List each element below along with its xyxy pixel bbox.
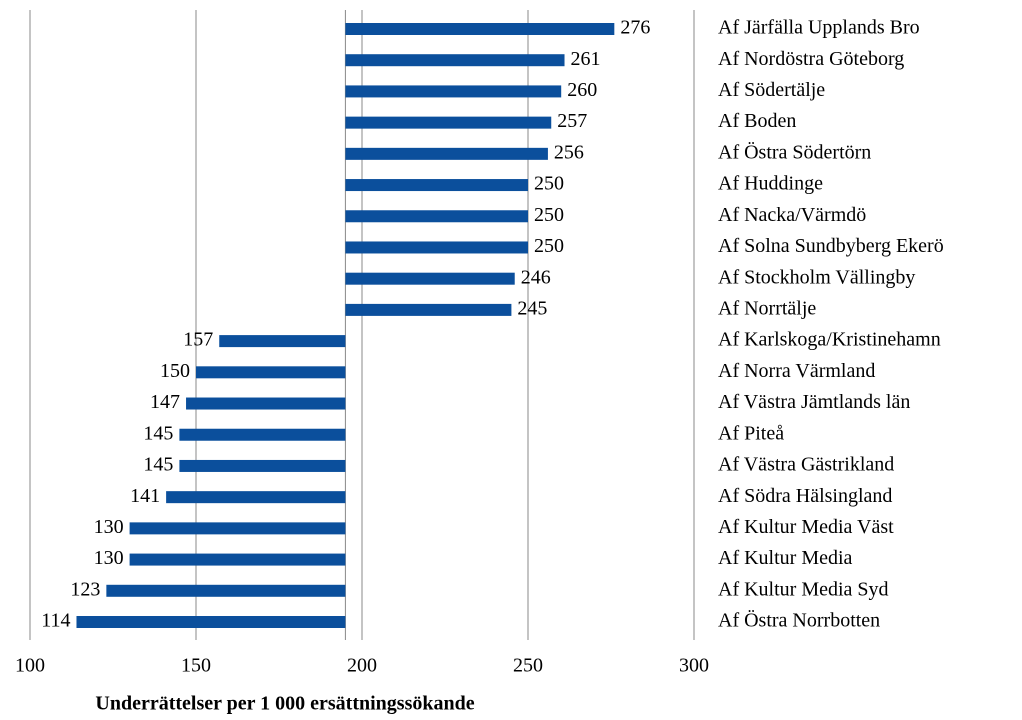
value-label: 145	[143, 422, 173, 444]
x-tick-label: 300	[679, 655, 709, 677]
y-tick-label: Af Järfälla Upplands Bro	[718, 17, 920, 39]
bar	[345, 54, 565, 67]
y-tick-label: Af Västra Gästrikland	[718, 454, 894, 476]
x-tick-label: 200	[347, 655, 377, 677]
value-label: 250	[534, 204, 564, 226]
y-tick-label: Af Nordöstra Göteborg	[718, 48, 904, 70]
bar	[345, 147, 548, 160]
y-tick-label: Af Karlskoga/Kristinehamn	[718, 329, 941, 351]
y-tick-label: Af Boden	[718, 110, 796, 132]
value-label: 114	[41, 610, 70, 632]
value-label: 150	[160, 360, 190, 382]
bar	[345, 303, 512, 316]
value-label: 256	[554, 141, 584, 163]
y-tick-label: Af Södertälje	[718, 79, 825, 101]
value-label: 147	[150, 391, 180, 413]
y-tick-label: Af Östra Södertörn	[718, 140, 871, 163]
bar	[345, 272, 515, 285]
bar	[76, 616, 346, 628]
y-tick-label: Af Norrtälje	[718, 297, 816, 319]
value-label: 261	[571, 48, 601, 70]
value-label: 250	[534, 235, 564, 257]
x-tick-label: 100	[15, 655, 45, 677]
x-axis-title: Underrättelser per 1 000 ersättningssöka…	[95, 693, 474, 715]
bar	[186, 397, 346, 410]
x-tick-label: 150	[181, 655, 211, 677]
bar	[345, 179, 528, 192]
value-label: 123	[70, 578, 100, 600]
bar	[179, 459, 346, 472]
bar	[345, 210, 528, 223]
bar	[219, 335, 346, 348]
bar	[166, 491, 346, 504]
x-tick-label: 250	[513, 655, 543, 677]
y-tick-label: Af Solna Sundbyberg Ekerö	[718, 235, 944, 257]
y-tick-label: Af Stockholm Vällingby	[718, 266, 915, 288]
y-tick-label: Af Södra Hälsingland	[718, 485, 892, 507]
y-tick-label: Af Kultur Media Syd	[718, 578, 889, 600]
y-tick-label: Af Nacka/Värmdö	[718, 204, 866, 226]
bar	[129, 522, 346, 535]
bar	[129, 553, 346, 566]
y-tick-label: Af Kultur Media Väst	[718, 516, 894, 538]
y-tick-label: Af Västra Jämtlands län	[718, 391, 910, 413]
value-label: 141	[130, 485, 160, 507]
y-tick-label: Af Östra Norrbotten	[718, 609, 880, 632]
bar	[345, 23, 615, 35]
bar	[179, 428, 346, 441]
value-label: 130	[94, 516, 124, 538]
value-label: 260	[567, 79, 597, 101]
bar	[196, 366, 346, 379]
y-tick-label: Af Huddinge	[718, 173, 823, 195]
value-label: 145	[143, 454, 173, 476]
value-label: 246	[521, 266, 551, 288]
bar	[345, 116, 552, 129]
value-label: 130	[94, 547, 124, 569]
value-label: 257	[557, 110, 587, 132]
bar	[106, 584, 346, 597]
y-tick-label: Af Piteå	[718, 422, 784, 444]
bar	[345, 85, 562, 98]
bar	[345, 241, 528, 254]
y-tick-label: Af Kultur Media	[718, 547, 853, 569]
value-label: 245	[517, 297, 547, 319]
y-tick-label: Af Norra Värmland	[718, 360, 875, 382]
value-label: 276	[620, 17, 650, 39]
value-label: 157	[183, 329, 213, 351]
value-label: 250	[534, 173, 564, 195]
